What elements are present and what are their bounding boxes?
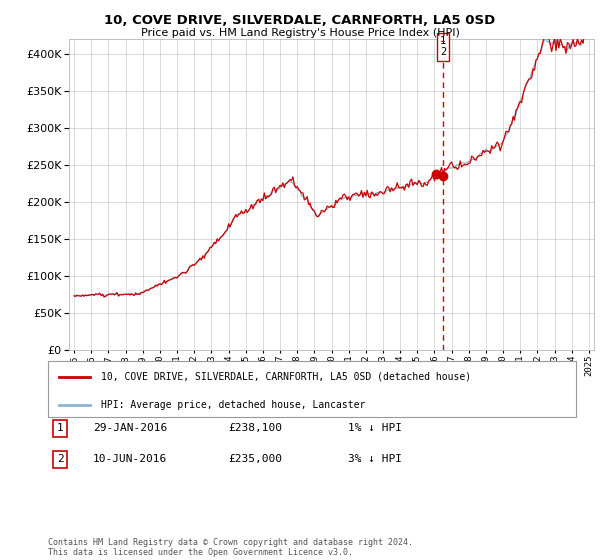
Text: HPI: Average price, detached house, Lancaster: HPI: Average price, detached house, Lanc… (101, 400, 365, 410)
Text: 10, COVE DRIVE, SILVERDALE, CARNFORTH, LA5 0SD (detached house): 10, COVE DRIVE, SILVERDALE, CARNFORTH, L… (101, 372, 471, 382)
Text: 10, COVE DRIVE, SILVERDALE, CARNFORTH, LA5 0SD: 10, COVE DRIVE, SILVERDALE, CARNFORTH, L… (104, 14, 496, 27)
Text: Contains HM Land Registry data © Crown copyright and database right 2024.
This d: Contains HM Land Registry data © Crown c… (48, 538, 413, 557)
Text: Price paid vs. HM Land Registry's House Price Index (HPI): Price paid vs. HM Land Registry's House … (140, 28, 460, 38)
Text: 2: 2 (56, 454, 64, 464)
Text: 3% ↓ HPI: 3% ↓ HPI (348, 454, 402, 464)
Text: £238,100: £238,100 (228, 423, 282, 433)
Text: 1% ↓ HPI: 1% ↓ HPI (348, 423, 402, 433)
FancyBboxPatch shape (48, 361, 576, 417)
Text: 10-JUN-2016: 10-JUN-2016 (93, 454, 167, 464)
Text: 1: 1 (56, 423, 64, 433)
Text: £235,000: £235,000 (228, 454, 282, 464)
Text: 29-JAN-2016: 29-JAN-2016 (93, 423, 167, 433)
Text: 1
2: 1 2 (440, 36, 446, 57)
